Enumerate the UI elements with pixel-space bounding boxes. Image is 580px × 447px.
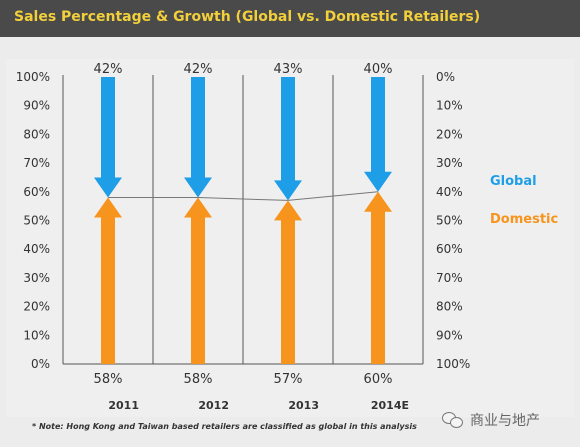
right-axis-tick-label: 20% xyxy=(436,127,463,141)
left-axis-tick-label: 30% xyxy=(23,271,50,285)
right-axis-tick-label: 90% xyxy=(436,328,463,342)
right-axis-tick-label: 100% xyxy=(436,357,470,371)
legend-domestic: Domestic xyxy=(490,212,558,227)
left-axis-tick-label: 100% xyxy=(16,70,50,84)
global-arrow-2012 xyxy=(184,77,212,198)
right-axis-tick-label: 30% xyxy=(436,156,463,170)
left-axis-tick-label: 80% xyxy=(23,127,50,141)
domestic-value-label: 58% xyxy=(94,372,123,387)
title-bar: Sales Percentage & Growth (Global vs. Do… xyxy=(0,0,580,37)
global-value-label: 42% xyxy=(184,62,213,77)
wechat-icon xyxy=(442,412,464,428)
global-arrow-2011 xyxy=(94,77,122,198)
left-axis-tick-label: 10% xyxy=(23,328,50,342)
left-axis-tick-label: 90% xyxy=(23,99,50,113)
left-axis-tick-label: 60% xyxy=(23,185,50,199)
domestic-arrow-2012 xyxy=(184,197,212,364)
left-axis-tick-label: 0% xyxy=(31,357,50,371)
year-label-2012: 2012 xyxy=(198,399,229,412)
right-axis-tick-label: 70% xyxy=(436,271,463,285)
left-axis-tick-label: 40% xyxy=(23,242,50,256)
global-arrow-2014E xyxy=(364,77,392,192)
watermark: 商业与地产 xyxy=(442,410,540,430)
year-label-2014E: 2014E xyxy=(371,399,409,412)
left-axis-tick-label: 70% xyxy=(23,156,50,170)
watermark-text: 商业与地产 xyxy=(470,413,540,429)
right-axis-tick-label: 0% xyxy=(436,70,455,84)
right-axis-tick-label: 10% xyxy=(436,99,463,113)
right-axis-tick-label: 80% xyxy=(436,300,463,314)
right-axis-tick-label: 60% xyxy=(436,242,463,256)
footnote: * Note: Hong Kong and Taiwan based retai… xyxy=(32,422,417,431)
domestic-value-label: 60% xyxy=(364,372,393,387)
chart-title: Sales Percentage & Growth (Global vs. Do… xyxy=(14,9,481,25)
domestic-arrow-2011 xyxy=(94,197,122,364)
global-value-label: 43% xyxy=(274,62,303,77)
year-label-2011: 2011 xyxy=(108,399,139,412)
right-axis-tick-label: 50% xyxy=(436,214,463,228)
domestic-arrow-2013 xyxy=(274,200,302,364)
chart-area: 0% 10% 20% 30% 40% 50% 60% 70% 80% 90% 100% 0% 10% 20… xyxy=(6,59,574,417)
global-arrow-2013 xyxy=(274,77,302,201)
trend-line xyxy=(108,191,379,201)
legend-global: Global xyxy=(490,174,537,189)
left-axis-tick-label: 50% xyxy=(23,214,50,228)
global-value-label: 42% xyxy=(94,62,123,77)
right-axis-tick-label: 40% xyxy=(436,185,463,199)
domestic-arrow-2014E xyxy=(364,191,392,364)
left-axis-tick-label: 20% xyxy=(23,300,50,314)
global-value-label: 40% xyxy=(364,62,393,77)
year-label-2013: 2013 xyxy=(288,399,319,412)
domestic-value-label: 58% xyxy=(184,372,213,387)
domestic-value-label: 57% xyxy=(274,372,303,387)
